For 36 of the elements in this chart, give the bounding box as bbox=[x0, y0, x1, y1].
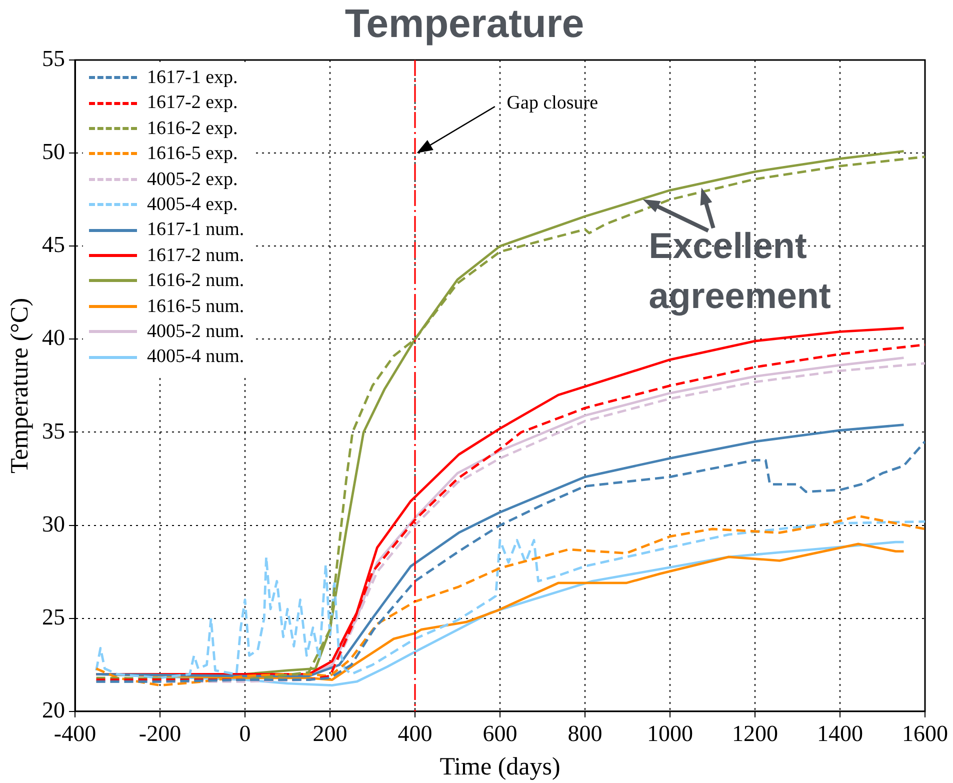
legend-label: 1616-2 num. bbox=[147, 269, 244, 294]
legend-label: 1617-1 exp. bbox=[147, 66, 238, 90]
x-tick-label: 600 bbox=[482, 721, 518, 746]
y-tick-label: 30 bbox=[42, 511, 65, 536]
y-tick-label: 20 bbox=[42, 697, 65, 722]
x-tick-label: 1600 bbox=[902, 721, 948, 746]
x-axis-title: Time (days) bbox=[440, 754, 560, 781]
x-tick-label: 200 bbox=[312, 721, 348, 746]
y-tick-label: 25 bbox=[42, 604, 65, 630]
x-tick-label: 400 bbox=[398, 721, 432, 746]
y-tick-label: 50 bbox=[42, 139, 65, 164]
y-tick-label: 40 bbox=[42, 325, 65, 350]
legend-label: 4005-4 exp. bbox=[147, 193, 238, 218]
annotation: Gap closure bbox=[506, 92, 598, 114]
y-tick-label: 55 bbox=[42, 46, 65, 72]
annotation: Excellent agreement bbox=[648, 225, 831, 316]
legend-label: 1616-5 num. bbox=[147, 294, 244, 319]
y-axis-title: Temperature (°C) bbox=[6, 298, 34, 474]
x-tick-label: 1400 bbox=[817, 721, 863, 746]
y-tick-label: 45 bbox=[42, 232, 65, 258]
legend-label: 4005-4 num. bbox=[147, 345, 244, 370]
legend-label: 1617-2 exp. bbox=[147, 91, 238, 116]
legend-label: 1616-5 exp. bbox=[147, 142, 238, 166]
x-tick-label: -400 bbox=[54, 721, 96, 746]
legend-label: 1616-2 exp. bbox=[147, 116, 238, 141]
x-tick-label: 1000 bbox=[647, 721, 693, 746]
legend-label: 1617-1 num. bbox=[147, 218, 244, 242]
chart-title: Temperature bbox=[344, 2, 584, 46]
legend-label: 1617-2 num. bbox=[147, 244, 244, 268]
x-tick-label: 1200 bbox=[732, 721, 778, 746]
x-tick-label: 0 bbox=[239, 721, 251, 746]
legend-label: 4005-2 exp. bbox=[147, 168, 238, 192]
legend-label: 4005-2 num. bbox=[147, 320, 244, 344]
x-tick-label: -200 bbox=[138, 721, 182, 746]
y-tick-label: 35 bbox=[42, 418, 65, 444]
x-tick-label: 800 bbox=[568, 721, 602, 746]
